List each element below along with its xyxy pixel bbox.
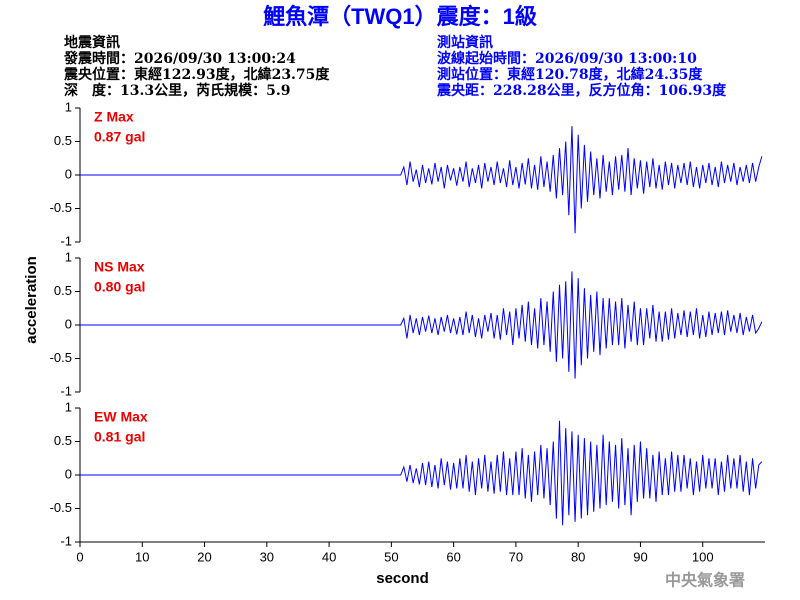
info-line: 震央位置：東經122.93度，北緯23.75度 bbox=[63, 66, 330, 83]
y-tick-label: -1 bbox=[60, 533, 72, 548]
y-axis-label: acceleration bbox=[23, 256, 40, 344]
x-tick-label: 70 bbox=[509, 549, 523, 564]
y-tick-label: -1 bbox=[60, 383, 72, 398]
y-tick-label: 1 bbox=[65, 99, 72, 114]
y-tick-label: 1 bbox=[65, 399, 72, 414]
waveform bbox=[80, 126, 763, 234]
waveform bbox=[80, 420, 763, 526]
waveform bbox=[80, 271, 763, 379]
annotation: NS Max bbox=[94, 259, 145, 275]
y-tick-label: 0 bbox=[65, 166, 72, 181]
info-line: 發震時間：2026/09/30 13:00:24 bbox=[63, 50, 296, 67]
y-tick-label: 0.5 bbox=[54, 283, 72, 298]
info-line: 地震資訊 bbox=[64, 34, 120, 51]
x-tick-label: 80 bbox=[571, 549, 585, 564]
x-tick-label: 50 bbox=[384, 549, 398, 564]
annotation: 0.80 gal bbox=[94, 279, 145, 295]
info-line: 震央距：228.28公里，反方位角：106.93度 bbox=[436, 82, 727, 99]
annotation: EW Max bbox=[94, 409, 148, 425]
x-axis-label: second bbox=[376, 570, 429, 587]
x-tick-label: 100 bbox=[692, 549, 714, 564]
y-tick-label: 0.5 bbox=[54, 133, 72, 148]
x-tick-label: 20 bbox=[197, 549, 211, 564]
x-tick-label: 0 bbox=[76, 549, 83, 564]
x-tick-label: 30 bbox=[260, 549, 274, 564]
y-tick-label: 0.5 bbox=[54, 433, 72, 448]
annotation: 0.81 gal bbox=[94, 429, 145, 445]
x-tick-label: 40 bbox=[322, 549, 336, 564]
y-tick-label: 0 bbox=[65, 316, 72, 331]
y-tick-label: 0 bbox=[65, 466, 72, 481]
title: 鯉魚潭（TWQ1）震度：1級 bbox=[263, 4, 537, 29]
y-tick-label: 1 bbox=[65, 249, 72, 264]
x-tick-label: 10 bbox=[135, 549, 149, 564]
y-tick-label: -0.5 bbox=[50, 350, 72, 365]
info-line: 深 度：13.3公里，芮氏規模：5.9 bbox=[64, 82, 290, 99]
info-line: 波線起始時間：2026/09/30 13:00:10 bbox=[437, 50, 697, 67]
x-tick-label: 90 bbox=[633, 549, 647, 564]
annotation: Z Max bbox=[94, 109, 134, 125]
x-tick-label: 60 bbox=[446, 549, 460, 564]
y-tick-label: -1 bbox=[60, 233, 72, 248]
annotation: 0.87 gal bbox=[94, 129, 145, 145]
footer: 中央氣象署 bbox=[665, 571, 745, 590]
info-line: 測站資訊 bbox=[437, 34, 493, 51]
info-line: 測站位置：東經120.78度，北緯24.35度 bbox=[437, 66, 703, 83]
y-tick-label: -0.5 bbox=[50, 500, 72, 515]
y-tick-label: -0.5 bbox=[50, 200, 72, 215]
